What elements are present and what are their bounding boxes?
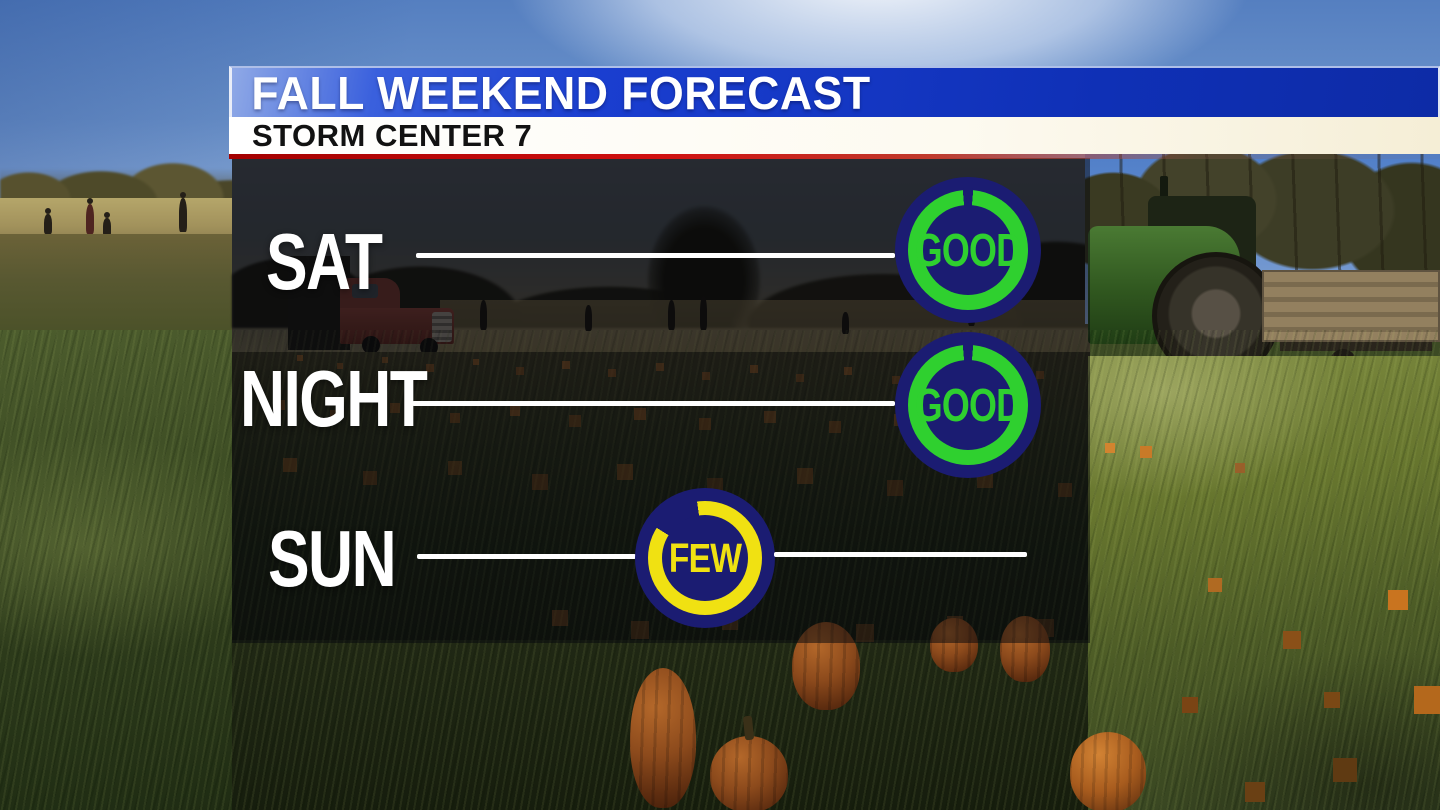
row-label-sun: SUN <box>268 514 397 603</box>
grass-right <box>1088 356 1440 810</box>
person-head <box>180 192 186 198</box>
person-silhouette <box>179 192 187 232</box>
row-label-night: NIGHT <box>240 354 428 443</box>
rating-text-sat: GOOD <box>914 224 1022 276</box>
person-head <box>87 198 93 204</box>
page-title: FALL WEEKEND FORECAST <box>251 66 871 119</box>
pumpkin-patch-left <box>0 234 238 338</box>
ring-hole <box>662 515 748 601</box>
ring-hole <box>923 360 1013 450</box>
subtitle-bar: STORM CENTER 7 <box>229 117 1440 154</box>
grass-left <box>0 330 238 810</box>
person-silhouette <box>44 208 52 234</box>
rating-text-night: GOOD <box>914 379 1022 431</box>
header-banner: FALL WEEKEND FORECAST STORM CENTER 7 <box>229 66 1440 159</box>
red-accent-line <box>229 154 1440 159</box>
row-label-sat: SAT <box>266 217 383 306</box>
connector-line-night <box>412 401 895 406</box>
hay-wagon-frame <box>1280 342 1432 351</box>
hay-wagon <box>1262 270 1440 342</box>
person-head <box>45 208 51 214</box>
ring-notch <box>963 343 973 359</box>
pumpkin <box>710 736 788 810</box>
person-silhouette <box>103 212 111 236</box>
connector-line-sun-right <box>774 552 1027 557</box>
ring-hole <box>923 205 1013 295</box>
rating-badge-sat: GOOD <box>895 177 1041 323</box>
rating-badge-sun: FEW <box>635 488 775 628</box>
person-silhouette <box>86 198 94 234</box>
connector-line-sun-left <box>417 554 636 559</box>
pumpkin <box>1070 732 1146 810</box>
connector-line-sat <box>416 253 895 258</box>
title-bar: FALL WEEKEND FORECAST <box>229 66 1440 119</box>
subtitle-text: STORM CENTER 7 <box>252 117 533 153</box>
pumpkin <box>630 668 696 808</box>
ring-notch <box>963 188 973 204</box>
person-head <box>104 212 110 218</box>
rating-text-sun: FEW <box>668 534 742 581</box>
rating-badge-night: GOOD <box>895 332 1041 478</box>
